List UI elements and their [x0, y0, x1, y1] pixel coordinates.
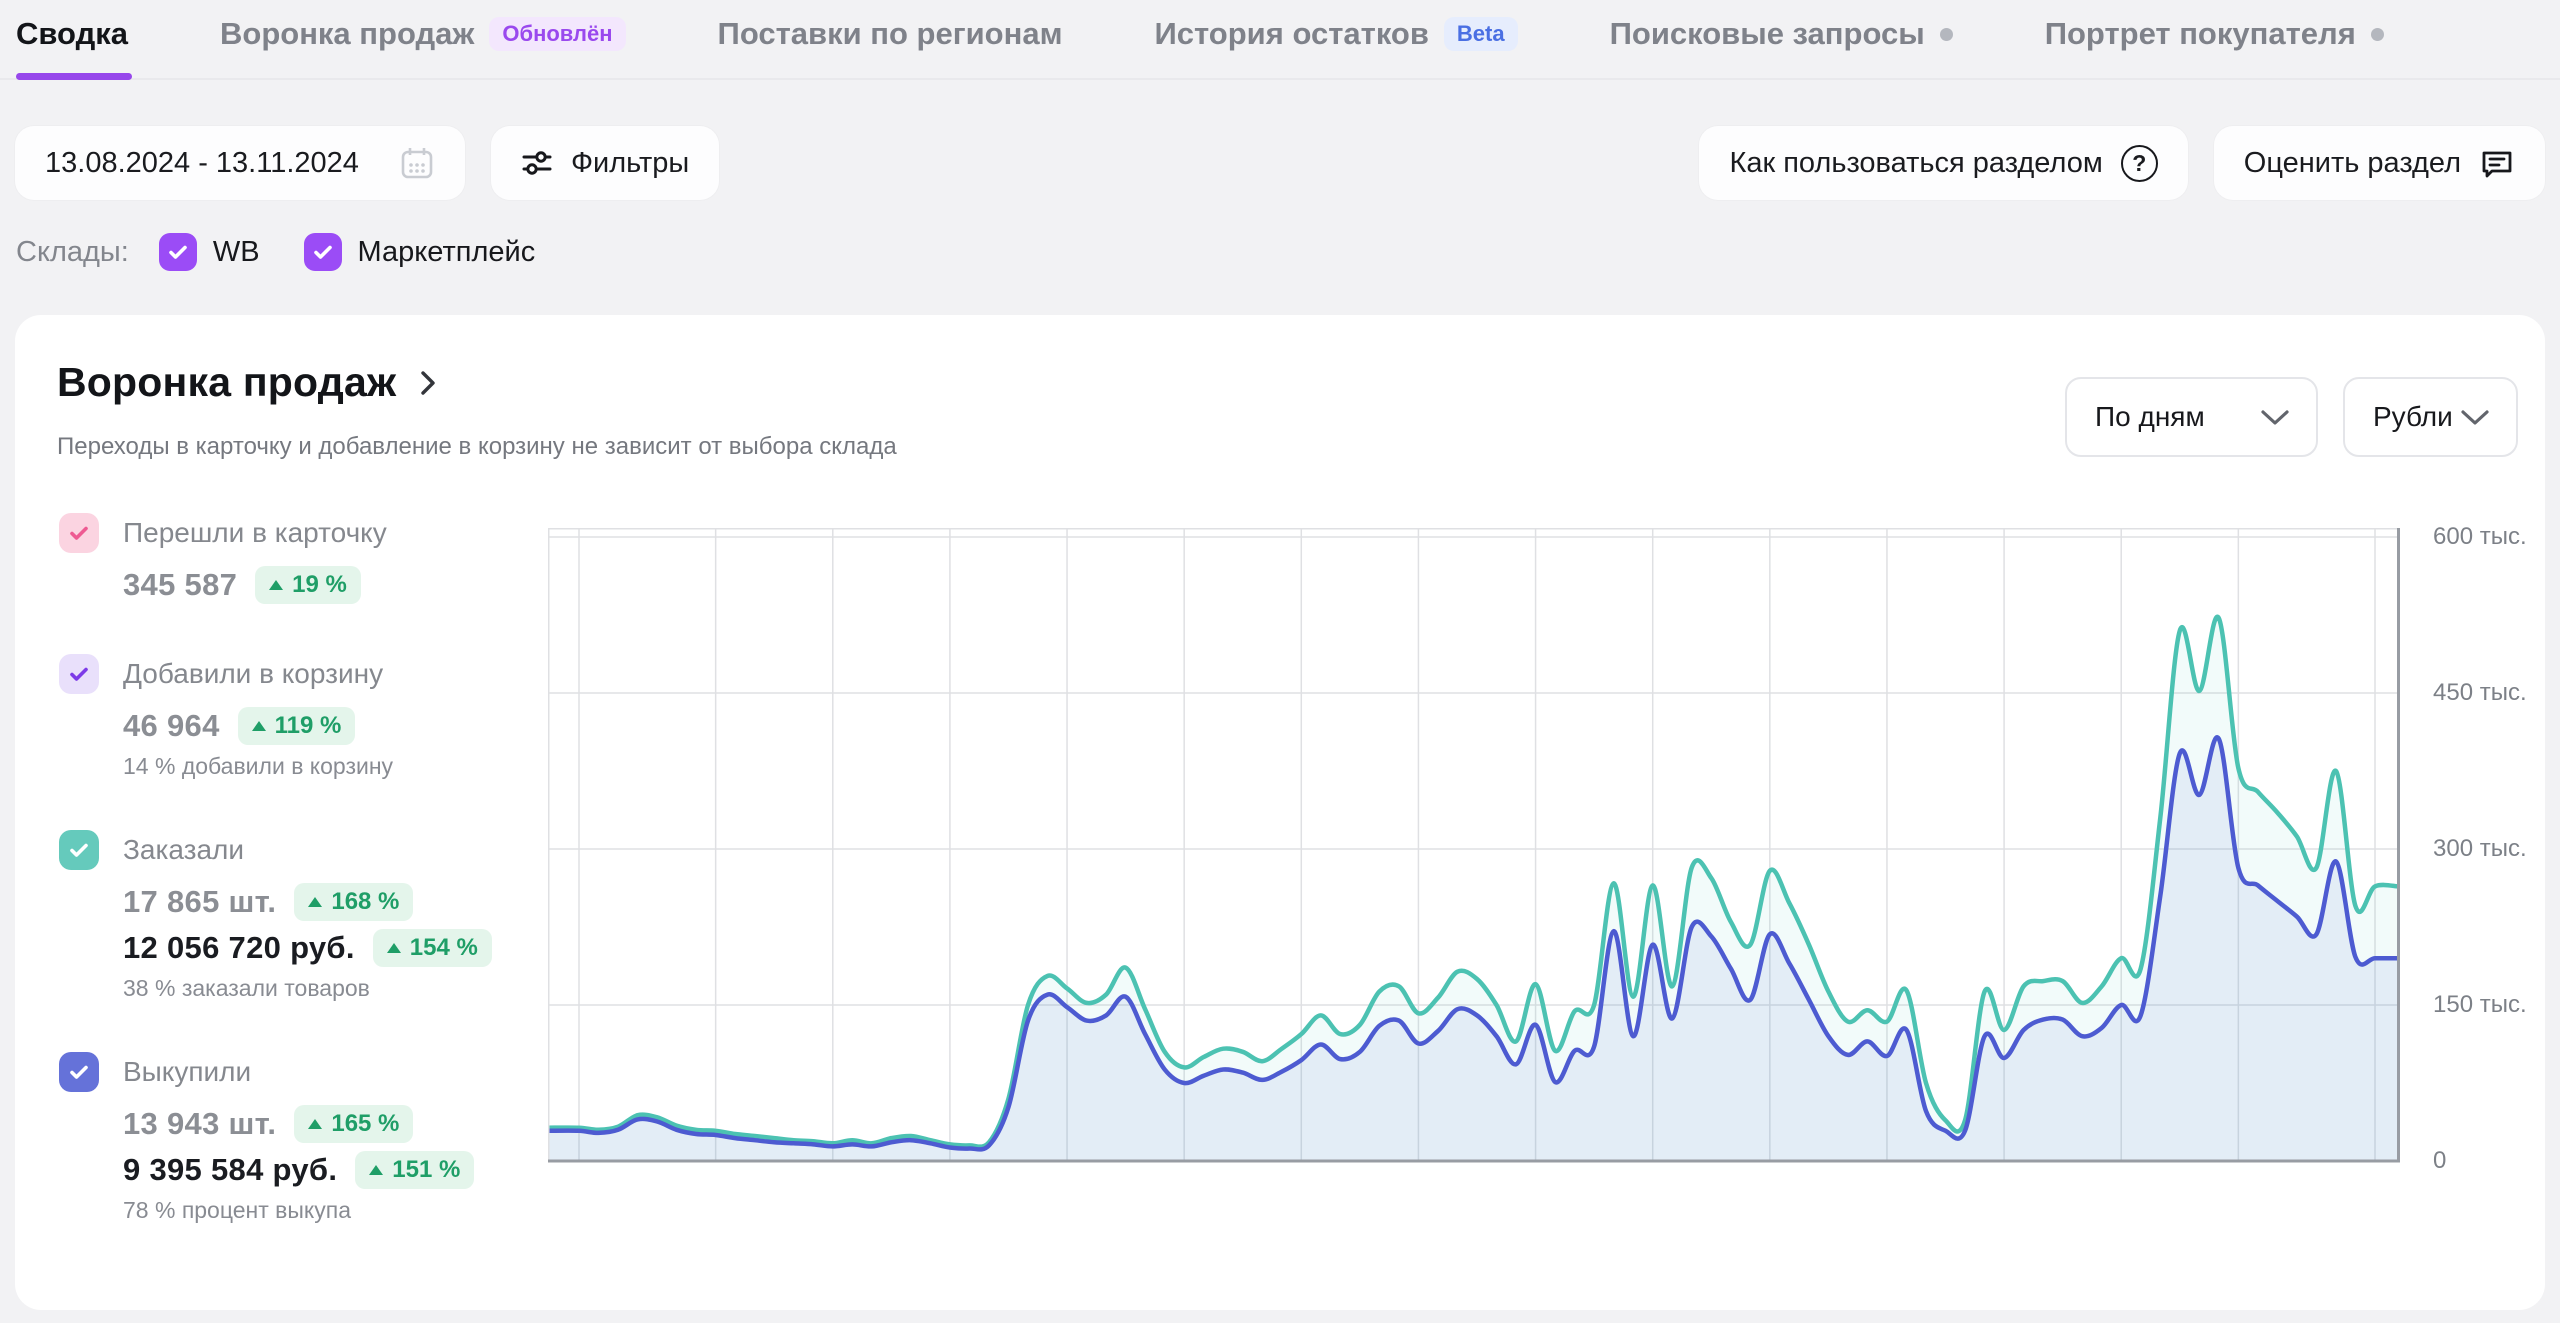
date-range-picker[interactable]: 13.08.2024 - 13.11.2024	[15, 126, 465, 200]
funnel-chart-svg	[548, 528, 2400, 1163]
metric-value-rub: 12 056 720 руб.	[123, 930, 355, 965]
tab-label: Воронка продаж	[220, 16, 475, 51]
metric-value-qty: 13 943 шт.	[123, 1106, 277, 1141]
metric-label: Перешли в карточку	[123, 517, 387, 548]
beta-badge: Beta	[1443, 17, 1518, 51]
metric-value-rub: 9 395 584 руб.	[123, 1152, 338, 1187]
notification-dot-icon	[2370, 27, 2384, 41]
metric-note: 14 % добавили в корзину	[123, 753, 394, 779]
y-axis-tick-label: 600 тыс.	[2433, 523, 2527, 550]
tab-poiskovye-zaprosy[interactable]: Поисковые запросы	[1610, 16, 1953, 78]
warehouses-label: Склады:	[16, 235, 129, 268]
arrow-up-icon	[308, 897, 323, 907]
sliders-icon	[521, 147, 553, 179]
tab-postavki-po-regionam[interactable]: Поставки по регионам	[718, 16, 1063, 78]
tab-label: Поисковые запросы	[1609, 16, 1925, 51]
tab-istoriya-ostatkov[interactable]: История остатков Beta	[1155, 16, 1518, 78]
y-axis-tick-label: 150 тыс.	[2433, 991, 2527, 1018]
help-label: Как пользоваться разделом	[1729, 146, 2103, 179]
arrow-up-icon	[386, 943, 401, 953]
filters-button[interactable]: Фильтры	[491, 126, 720, 200]
y-axis-tick-label: 300 тыс.	[2433, 835, 2527, 862]
delta-badge: 154 %	[372, 929, 492, 967]
y-axis-tick-label: 450 тыс.	[2433, 679, 2527, 706]
tab-label: Поставки по регионам	[717, 16, 1063, 51]
currency-select-value: Рубли	[2373, 401, 2453, 432]
checkbox-checked-icon[interactable]	[158, 233, 197, 271]
filters-label: Фильтры	[571, 146, 690, 179]
card-title: Воронка продаж	[57, 359, 397, 405]
metric-label: Выкупили	[123, 1056, 252, 1087]
question-circle-icon: ?	[2120, 144, 2158, 182]
updated-badge: Обновлён	[489, 17, 626, 51]
metric-added-to-cart: Добавили в корзину 46 964 119 % 14 % доб…	[59, 654, 539, 780]
tab-voronka-prodazh[interactable]: Воронка продаж Обновлён	[220, 16, 626, 78]
checkbox-checked-icon[interactable]	[303, 233, 342, 271]
warehouses-filter: Склады: WB Маркетплейс	[16, 233, 2560, 271]
card-subtitle: Переходы в карточку и добавление в корзи…	[57, 433, 897, 460]
tab-label: Сводка	[16, 16, 128, 51]
chevron-down-icon	[2460, 409, 2490, 426]
help-button[interactable]: Как пользоваться разделом ?	[1699, 126, 2188, 200]
arrow-up-icon	[251, 721, 266, 731]
metric-bought-out: Выкупили 13 943 шт. 165 % 9 395 584 руб.…	[59, 1052, 539, 1224]
tab-svodka[interactable]: Сводка	[16, 16, 132, 80]
tab-label: История остатков	[1154, 16, 1429, 51]
arrow-up-icon	[369, 1165, 384, 1175]
rate-section-button[interactable]: Оценить раздел	[2213, 126, 2545, 200]
warehouse-option-wb[interactable]: WB	[158, 233, 260, 271]
chevron-right-icon[interactable]	[418, 366, 438, 400]
date-range-value: 13.08.2024 - 13.11.2024	[45, 146, 359, 179]
metric-value-qty: 17 865 шт.	[123, 884, 277, 919]
chevron-down-icon	[2260, 409, 2290, 426]
delta-badge: 165 %	[294, 1105, 414, 1143]
metric-checkbox[interactable]	[59, 830, 99, 870]
metric-checkbox[interactable]	[59, 513, 99, 553]
arrow-up-icon	[308, 1119, 323, 1129]
metric-label: Заказали	[123, 834, 244, 865]
metric-note: 38 % заказали товаров	[123, 975, 370, 1001]
metric-label: Добавили в корзину	[123, 658, 384, 689]
metric-card-views: Перешли в карточку 345 587 19 %	[59, 513, 539, 604]
metric-value: 46 964	[123, 708, 220, 743]
metric-checkbox[interactable]	[59, 1052, 99, 1092]
metric-ordered: Заказали 17 865 шт. 168 % 12 056 720 руб…	[59, 830, 539, 1002]
period-select-value: По дням	[2095, 401, 2205, 432]
calendar-icon	[399, 145, 435, 181]
period-select[interactable]: По дням	[2065, 377, 2318, 457]
warehouse-option-label: Маркетплейс	[357, 235, 536, 268]
delta-badge: 119 %	[237, 707, 356, 745]
toolbar: 13.08.2024 - 13.11.2024	[15, 126, 2545, 200]
warehouse-option-label: WB	[212, 235, 260, 268]
chart-y-axis-labels: 0 150 тыс. 300 тыс. 450 тыс. 600 тыс.	[2433, 523, 2553, 1174]
metric-checkbox[interactable]	[59, 654, 99, 694]
funnel-metrics: Перешли в карточку 345 587 19 % Добавили…	[59, 513, 539, 1274]
tab-portret-pokupatelya[interactable]: Портрет покупателя	[2045, 16, 2384, 78]
funnel-line-chart[interactable]	[548, 528, 2400, 1163]
arrow-up-icon	[269, 580, 284, 590]
currency-select[interactable]: Рубли	[2343, 377, 2518, 457]
rate-label: Оценить раздел	[2243, 146, 2461, 179]
metric-value: 345 587	[123, 567, 238, 602]
warehouse-option-marketplace[interactable]: Маркетплейс	[303, 233, 536, 271]
notification-dot-icon	[1939, 27, 1953, 41]
metric-note: 78 % процент выкупа	[123, 1197, 352, 1223]
delta-badge: 151 %	[355, 1151, 475, 1189]
y-axis-tick-label: 0	[2433, 1147, 2447, 1174]
delta-badge: 168 %	[294, 883, 414, 921]
message-icon	[2479, 145, 2515, 181]
top-tab-bar: Сводка Воронка продаж Обновлён Поставки …	[0, 0, 2560, 80]
delta-badge: 19 %	[255, 566, 361, 604]
sales-funnel-card: Воронка продаж Переходы в карточку и доб…	[15, 315, 2545, 1310]
tab-label: Портрет покупателя	[2044, 16, 2356, 51]
